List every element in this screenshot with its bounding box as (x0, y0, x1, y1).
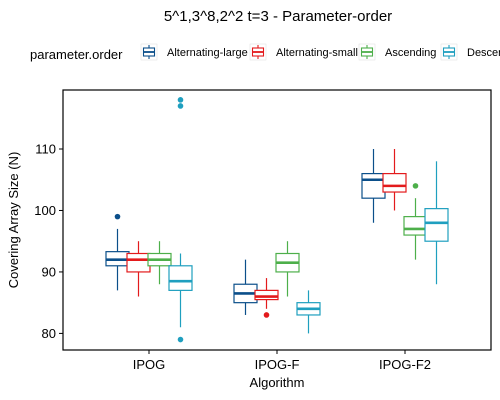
box-alternating-small-ipog-f (254, 278, 279, 318)
x-axis-title: Algorithm (250, 375, 305, 390)
box-ascending-ipog-f (275, 241, 300, 297)
outlier-point (177, 336, 184, 343)
box-body (254, 289, 279, 301)
outlier-point (263, 312, 270, 318)
legend-label: Descer (467, 47, 500, 59)
box-descending-ipog-f2 (424, 161, 449, 285)
legend-title: parameter.order (30, 47, 123, 62)
y-axis-title: Covering Array Size (N) (6, 152, 21, 289)
legend-entry-descending: Descer (440, 43, 500, 61)
box-ascending-ipog (147, 241, 172, 285)
box-body (403, 216, 428, 236)
legend-entry-ascending: Ascending (358, 43, 436, 61)
legend-label: Alternating-small (276, 47, 358, 59)
x-tick-label: IPOG-F2 (379, 357, 431, 372)
box-alternating-large-ipog (105, 213, 130, 291)
outlier-point (114, 213, 121, 220)
box-body (126, 252, 151, 273)
y-tick-label: 100 (34, 203, 56, 218)
x-axis: IPOG IPOG-F IPOG-F2 (133, 350, 431, 372)
legend: parameter.order Alternating-large Alterna… (30, 43, 500, 62)
y-tick-label: 90 (42, 264, 56, 279)
y-tick-label: 80 (42, 326, 56, 341)
x-tick-label: IPOG (133, 357, 166, 372)
box-descending-ipog (168, 97, 193, 343)
box-alternating-small-ipog (126, 241, 151, 297)
box-series (105, 97, 449, 343)
legend-entry-alternating-large: Alternating-large (140, 43, 248, 61)
legend-label: Alternating-large (167, 47, 248, 59)
outlier-point (412, 183, 419, 189)
box-body (168, 265, 193, 291)
chart-title: 5^1,3^8,2^2 t=3 - Parameter-order (164, 8, 392, 25)
legend-label: Ascending (385, 47, 436, 59)
outlier-point (177, 103, 184, 109)
legend-entry-alternating-small: Alternating-small (249, 43, 358, 61)
box-alternating-small-ipog-f2 (382, 149, 407, 211)
y-tick-label: 110 (35, 142, 56, 157)
y-axis: 80 90 100 110 (34, 142, 63, 341)
box-body (382, 172, 407, 193)
box-body (361, 172, 386, 199)
box-body (424, 208, 449, 242)
box-descending-ipog-f (296, 290, 321, 334)
outlier-point (177, 97, 184, 103)
x-tick-label: IPOG-F (255, 357, 300, 372)
box-alternating-large-ipog-f2 (361, 149, 386, 223)
